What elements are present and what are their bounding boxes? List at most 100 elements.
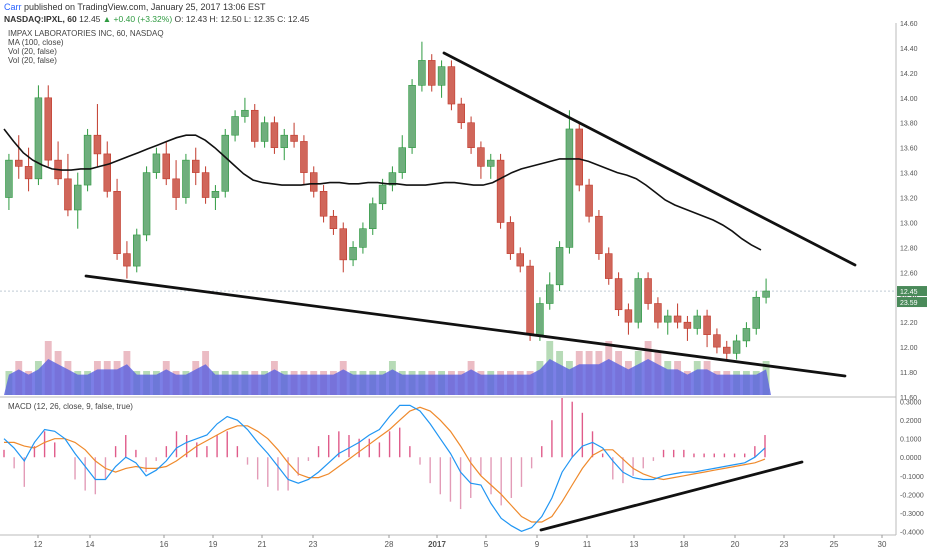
candle: [752, 291, 760, 335]
candle: [575, 122, 583, 192]
candle: [359, 222, 367, 254]
time-tick-label: 5: [484, 540, 489, 549]
time-tick-label: 25: [830, 540, 839, 549]
candle: [713, 328, 721, 354]
candle: [703, 309, 711, 348]
candle: [251, 104, 259, 148]
candle-body: [467, 122, 475, 148]
candle: [5, 153, 13, 210]
candle: [123, 241, 131, 279]
candle-body: [378, 184, 387, 205]
time-tick-label: 30: [878, 540, 887, 549]
time-tick-label: 23: [780, 540, 789, 549]
last-value: 12.45: [79, 14, 101, 24]
candle: [496, 153, 505, 229]
price-tick-label: 12.60: [900, 270, 918, 277]
volume-ma-area: [4, 359, 771, 395]
candle: [644, 272, 652, 310]
candle: [113, 178, 121, 260]
price-tick-label: 13.80: [900, 121, 918, 128]
trendline-lower: [84, 274, 847, 378]
candle-body: [516, 253, 524, 267]
candle: [260, 116, 269, 148]
candle: [506, 216, 515, 260]
macd-tick-label: -0.2000: [900, 492, 924, 499]
candle-body: [683, 321, 692, 329]
price-tick-label: 13.40: [900, 171, 918, 178]
candle-body: [162, 153, 170, 180]
ma-study-label[interactable]: MA (100, close): [8, 38, 64, 47]
candle: [300, 135, 308, 186]
price-tick-label: 14.60: [900, 21, 918, 28]
price-tick-label: 12.00: [900, 345, 918, 352]
candle: [162, 141, 170, 186]
price-tick-label: 12.80: [900, 245, 918, 252]
candle: [634, 272, 642, 329]
vol-study-label-2[interactable]: Vol (20, false): [8, 56, 57, 65]
candle: [349, 241, 357, 267]
candle-body: [487, 159, 495, 167]
candle: [555, 241, 564, 292]
candle-body: [152, 153, 161, 173]
candle-body: [142, 172, 151, 236]
macd-signal-line: [4, 406, 766, 523]
time-tick-label: 12: [34, 540, 43, 549]
candle: [93, 104, 102, 167]
trendline-upper: [442, 51, 857, 267]
candle: [182, 153, 190, 204]
candle: [467, 116, 475, 154]
candle-body: [319, 191, 328, 217]
candle: [605, 247, 613, 285]
candle-body: [437, 66, 446, 86]
candle-body: [457, 103, 465, 124]
candle-body: [300, 141, 308, 173]
candle-body: [555, 247, 564, 286]
candle: [142, 166, 151, 242]
time-tick-label: 11: [583, 540, 592, 549]
candle: [624, 303, 633, 335]
candle: [310, 166, 318, 198]
candle: [487, 153, 495, 179]
candle: [437, 60, 446, 98]
candle: [290, 122, 298, 148]
candle-body: [241, 109, 249, 117]
macd-tick-label: -0.1000: [900, 474, 924, 481]
candle-body: [310, 172, 318, 192]
candle: [369, 197, 377, 235]
macd-tick-label: -0.3000: [900, 511, 924, 518]
author-link[interactable]: Carr: [4, 2, 22, 12]
candle-body: [231, 116, 239, 136]
vol-study-label-1[interactable]: Vol (20, false): [8, 47, 57, 56]
candle-body: [428, 60, 436, 86]
candle: [74, 172, 82, 229]
candle-body: [723, 346, 731, 354]
chart-header: Carr published on TradingView.com, Janua…: [4, 1, 309, 25]
candle: [614, 272, 623, 316]
candle: [54, 141, 62, 186]
last-price-tag: [897, 286, 927, 297]
candle-body: [713, 334, 721, 348]
candle-body: [585, 184, 593, 217]
ohlc-values: O: 12.43 H: 12.50 L: 12.35 C: 12.45: [174, 14, 310, 24]
candle-body: [103, 153, 111, 192]
candle-body: [359, 228, 367, 248]
candle: [595, 210, 603, 260]
candle: [319, 185, 328, 223]
macd-study-label[interactable]: MACD (12, 26, close, 9, false, true): [8, 402, 133, 411]
candle: [44, 85, 52, 167]
candle-body: [693, 315, 701, 329]
time-tick-label: 23: [309, 540, 318, 549]
candle-body: [270, 122, 279, 148]
time-tick-label: 14: [86, 540, 95, 549]
time-tick-label: 9: [535, 540, 540, 549]
candle-body: [536, 303, 544, 335]
macd-pane: [3, 398, 766, 532]
price-tick-label: 14.40: [900, 46, 918, 53]
last-price-label: 12.45: [900, 289, 918, 296]
candle: [378, 178, 387, 210]
candle: [418, 41, 426, 92]
candle: [546, 272, 554, 310]
candle-body: [280, 134, 288, 148]
candle: [152, 147, 161, 179]
